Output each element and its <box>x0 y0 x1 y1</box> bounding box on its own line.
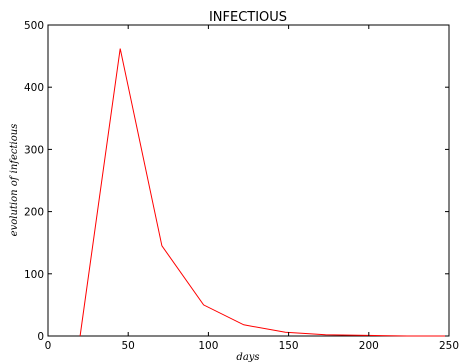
y-tick-label: 100 <box>24 269 44 281</box>
series-layer <box>79 48 450 337</box>
y-tick-label: 0 <box>37 331 44 343</box>
y-tick-label: 500 <box>24 20 44 32</box>
x-tick-label: 200 <box>359 340 379 352</box>
plot-area <box>47 24 450 337</box>
y-axis: 0 100 200 300 400 500 <box>24 20 449 343</box>
x-axis-label: days <box>236 352 259 363</box>
series-line <box>79 48 449 337</box>
plot-frame <box>47 24 450 337</box>
y-axis-label: evolution of infectious <box>9 124 20 237</box>
y-tick-label: 400 <box>24 82 44 94</box>
x-tick-label: 0 <box>45 340 52 352</box>
y-tick-label: 300 <box>24 144 44 156</box>
x-axis: 0 50 100 150 200 250 <box>45 25 459 352</box>
y-tick-label: 200 <box>24 207 44 219</box>
x-tick-label: 250 <box>439 340 459 352</box>
x-tick-label: 100 <box>198 340 218 352</box>
x-tick-label: 150 <box>279 340 299 352</box>
chart-title: INFECTIOUS <box>209 10 287 25</box>
x-tick-label: 50 <box>122 340 135 352</box>
